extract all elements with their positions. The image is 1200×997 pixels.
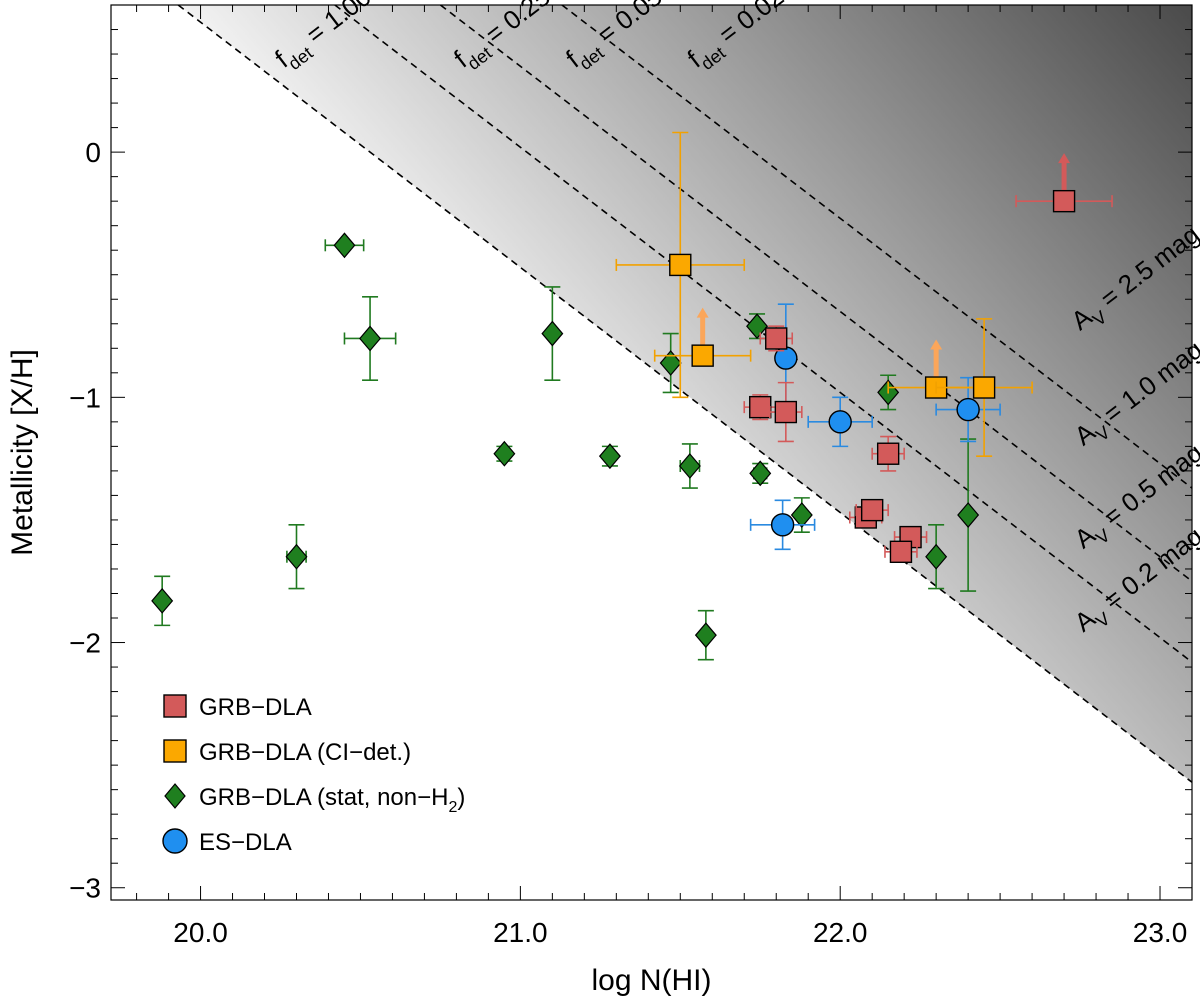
- lower-limit-arrowhead: [930, 339, 943, 350]
- data-point: [151, 575, 174, 627]
- lower-limit-arrowhead: [1058, 153, 1071, 164]
- marker-diamond: [541, 320, 564, 347]
- series-4: [749, 303, 1001, 551]
- data-point: [653, 307, 752, 367]
- legend-entry-4: ES−DLA: [162, 828, 292, 856]
- data-point: [855, 498, 889, 522]
- marker-diamond: [151, 587, 174, 614]
- legend-label: GRB−DLA (stat, non−H2): [199, 784, 465, 816]
- data-point: [493, 440, 516, 467]
- data-point: [807, 396, 873, 448]
- data-point: [743, 394, 778, 421]
- marker-diamond: [746, 313, 769, 340]
- marker-diamond: [678, 453, 701, 479]
- fdet-lines: [177, 5, 1192, 783]
- marker-square: [765, 327, 788, 350]
- data-point: [790, 497, 813, 533]
- marker-diamond: [694, 622, 717, 649]
- legend-marker-circle: [162, 828, 188, 854]
- y-axis-title: Metallicity [X/H]: [6, 349, 39, 556]
- data-point: [598, 443, 621, 470]
- marker-square: [972, 376, 996, 399]
- legend-marker-square: [163, 739, 187, 763]
- y-tick-label: −3: [69, 873, 101, 904]
- legend-label: ES−DLA: [199, 829, 292, 856]
- data-point: [749, 499, 816, 551]
- x-tick-label: 22.0: [813, 917, 868, 948]
- data-point: [935, 376, 1001, 443]
- legend: GRB−DLA GRB−DLA (CI−det.) GRB−DLA (stat, n…: [162, 694, 465, 856]
- series-2: [615, 131, 1033, 457]
- data-point: [769, 381, 803, 443]
- fdet-line-4: [561, 5, 1192, 489]
- y-tick-label: 0: [85, 137, 101, 168]
- data-points: [151, 131, 1113, 661]
- data-point: [659, 332, 682, 394]
- marker-square: [889, 540, 913, 564]
- legend-entry-2: GRB−DLA (CI−det.): [163, 739, 411, 766]
- marker-square: [774, 400, 798, 424]
- data-point: [925, 524, 948, 590]
- data-point: [935, 318, 1033, 457]
- y-tick-label: −2: [69, 628, 101, 659]
- data-point: [324, 232, 365, 259]
- marker-diamond: [659, 350, 682, 376]
- marker-circle: [770, 513, 795, 537]
- fdet-line-2: [334, 5, 1192, 663]
- x-tick-label: 23.0: [1133, 917, 1188, 948]
- legend-marker-square: [163, 694, 187, 718]
- legend-entry-3: GRB−DLA (stat, non−H2): [164, 783, 465, 816]
- axes: 20.0 21.0 22.0 23.0 0 −1 −2 −3: [69, 4, 1193, 948]
- data-point: [759, 325, 794, 352]
- data-point: [746, 313, 769, 340]
- legend-marker-diamond: [164, 783, 186, 809]
- data-point: [1015, 153, 1113, 213]
- data-point: [884, 540, 918, 564]
- marker-circle: [956, 397, 980, 422]
- marker-diamond: [598, 443, 621, 470]
- data-point: [749, 460, 772, 487]
- y-tick-label: −1: [69, 382, 101, 413]
- x-tick-label: 21.0: [493, 917, 548, 948]
- data-point: [343, 295, 397, 381]
- marker-diamond: [925, 543, 948, 570]
- data-point: [615, 131, 746, 399]
- series-1: [743, 153, 1113, 564]
- x-tick-label: 20.0: [173, 917, 228, 948]
- marker-square: [876, 442, 900, 465]
- marker-square: [669, 253, 692, 277]
- marker-square: [691, 344, 714, 367]
- fdet-line-3: [439, 5, 1192, 582]
- marker-circle: [828, 410, 852, 434]
- data-point: [541, 286, 564, 381]
- lower-limit-arrowhead: [696, 307, 709, 318]
- marker-square: [749, 395, 772, 419]
- marker-diamond: [957, 502, 980, 528]
- marker-diamond: [749, 460, 772, 487]
- legend-entry-1: GRB−DLA: [163, 694, 312, 721]
- data-point: [957, 438, 980, 592]
- x-axis-title: log N(HI): [591, 964, 711, 997]
- legend-label: GRB−DLA (CI−det.): [199, 739, 411, 766]
- legend-label: GRB−DLA: [199, 694, 312, 721]
- fdet-line-1: [177, 5, 1192, 783]
- data-point: [694, 609, 717, 661]
- marker-diamond: [790, 502, 813, 528]
- data-point: [285, 524, 308, 590]
- marker-diamond: [359, 325, 382, 352]
- marker-square: [860, 498, 884, 522]
- marker-diamond: [285, 543, 308, 570]
- marker-square: [1052, 189, 1076, 213]
- data-point: [678, 443, 701, 489]
- marker-diamond: [493, 440, 516, 467]
- marker-diamond: [333, 232, 356, 259]
- plot-frame: [110, 4, 1193, 901]
- data-point: [871, 435, 905, 472]
